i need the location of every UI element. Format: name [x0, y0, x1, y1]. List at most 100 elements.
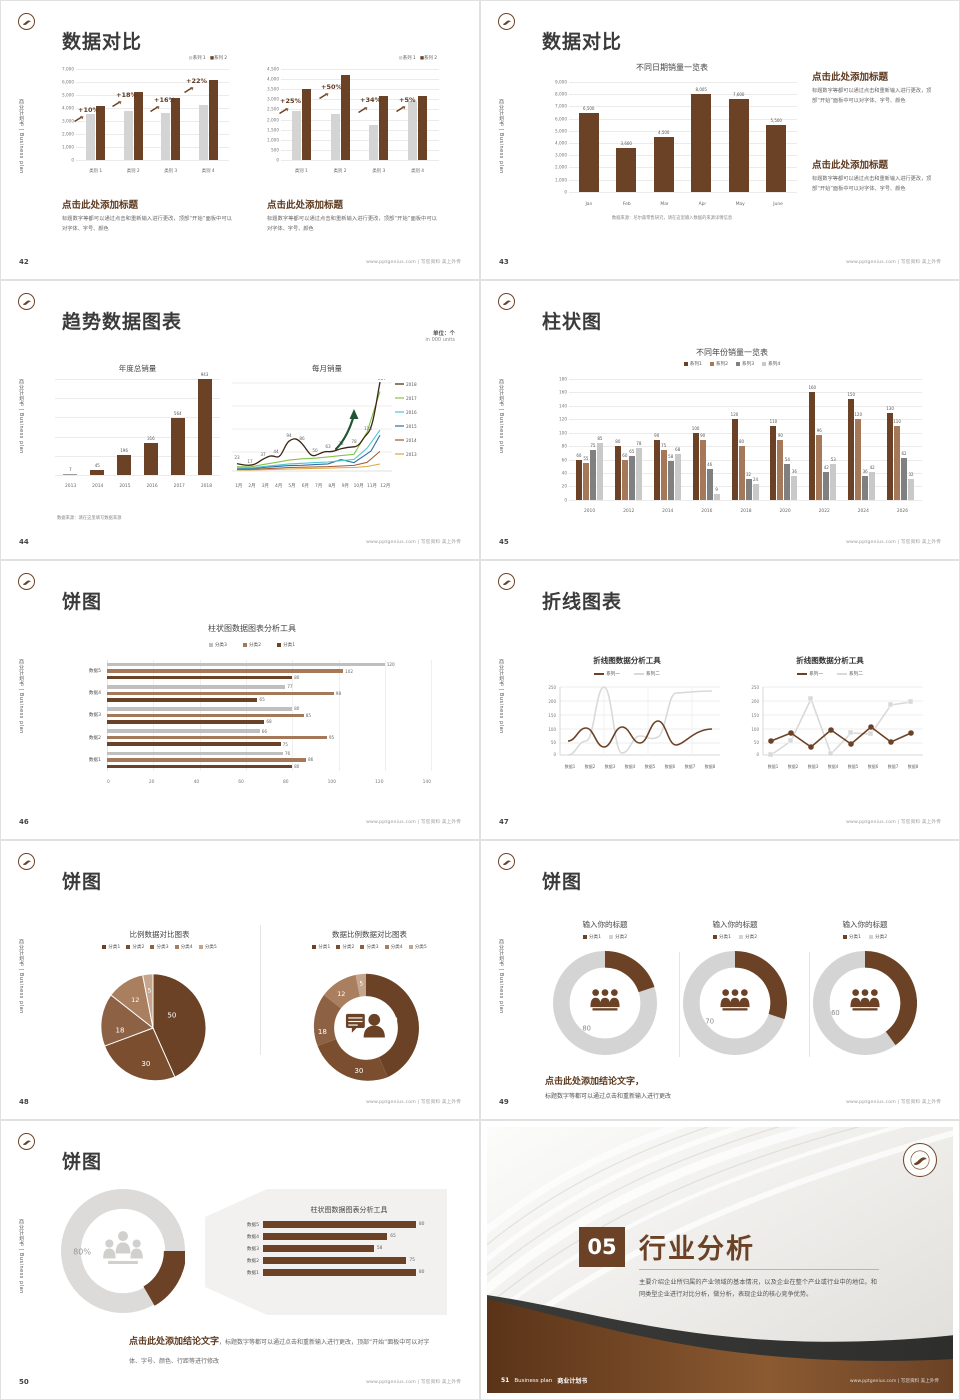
footer-text: www.pptgenius.com | 写您资料 美上外传 [846, 260, 941, 265]
bar-value-label: 77 [287, 684, 293, 690]
x-tick-label: 数据4 [624, 764, 636, 769]
annotation-pct: +50% [321, 82, 343, 91]
section-rule [639, 1269, 879, 1270]
footer-text: www.pptgenius.com | 写您资料 美上外传 [849, 1379, 939, 1384]
conclusion-body: ，标题数字等都可以通过点击和重新输入进行更改，顶部“开始”面板中可以对字体、字号… [129, 1339, 430, 1366]
brand-logo-icon [18, 1133, 35, 1150]
x-tick-label: 数据5 [847, 764, 859, 769]
legend-item-label: 分类3 [156, 945, 169, 950]
legend-item-label: 系列二 [849, 672, 863, 677]
svg-text:150: 150 [548, 713, 556, 718]
bar-value-label: 5,500 [770, 117, 782, 123]
legend-item-label: 系列 1 [402, 56, 416, 61]
chart-legend: 分类1 分类2 分类3 分类4 分类5 [287, 944, 452, 950]
x-tick-label: 40 [193, 780, 200, 785]
bar-value-label: 120 [386, 662, 395, 668]
donut-card: 输入你的标题 分类1 分类2 20 80 [545, 919, 665, 1055]
brand-logo-icon [18, 293, 35, 310]
y-tick-label: 数据5 [246, 1222, 259, 1228]
block-headline: 点击此处添加标题 [812, 72, 889, 83]
donut-card: 输入你的标题 分类1 分类2 40 60 [805, 919, 925, 1055]
annotation-pct: +18% [116, 90, 138, 99]
slide-42[interactable]: 商业计划书 | Business plan 数据对比 ■系列 1 ■系列 2 7… [0, 0, 480, 280]
x-tick-label: 12月 [380, 484, 391, 489]
bar-value-label: 110 [769, 419, 778, 425]
table-row: 数据3 58 [235, 1245, 435, 1252]
bar: 130 [886, 406, 894, 500]
donut-slice-label: 20% [143, 1251, 161, 1260]
footer-text: www.pptgenius.com | 写您资料 美上外传 [366, 540, 461, 545]
slide-43[interactable]: 商业计划书 | Business plan 数据对比 不同日期销量一览表 9,0… [480, 0, 960, 280]
page-number: 46 [19, 818, 29, 826]
bar-value-label: 58 [668, 454, 674, 460]
svg-text:86: 86 [299, 436, 305, 441]
bar-value-label: 130 [886, 405, 894, 411]
slide-48[interactable]: 商业计划书 | Business plan 饼图 比例数据对比图表 分类1 分类2… [0, 840, 480, 1120]
section-title: 行业分析 [639, 1234, 755, 1265]
slide-50[interactable]: 商业计划书 | Business plan 饼图 20% 80% 柱状图数据图表… [0, 1120, 480, 1400]
slide-49[interactable]: 商业计划书 | Business plan 饼图 输入你的标题 分类1 分类2 20 8… [480, 840, 960, 1120]
sidebar-vertical-label: 商业计划书 | Business plan [18, 659, 24, 734]
bar-value-label: 6,500 [583, 105, 595, 111]
bar: 80 [738, 439, 745, 500]
x-tick-label: 5月 [288, 484, 296, 489]
svg-text:80: 80 [582, 1024, 591, 1032]
legend-item-label: 分类1 [588, 935, 601, 940]
bar-value-label: 78 [636, 440, 642, 446]
footer-text: www.pptgenius.com | 写您资料 美上外传 [846, 540, 941, 545]
legend-item-label: 分类5 [204, 945, 217, 950]
slide-47[interactable]: 商业计划书 | Business plan 折线图表 折线图数据分析工具 系列一… [480, 560, 960, 840]
bar-value-label: 100 [691, 425, 700, 431]
page-number: 50 [19, 1378, 29, 1386]
legend-item-label: 分类1 [848, 935, 861, 940]
x-tick-label: 6月 [301, 484, 309, 489]
bar-value-label: 80 [294, 706, 300, 712]
x-tick-label: 数据1 [564, 764, 576, 769]
bar-value-label: 42 [869, 464, 875, 470]
bar-value-label: 80 [738, 439, 745, 445]
brand-logo-icon [18, 853, 35, 870]
table-row: 数据5 80 [235, 1221, 435, 1228]
legend-item-label: 分类2 [132, 945, 145, 950]
bar-value-label: 32 [908, 471, 914, 477]
x-tick-label: Mar [660, 202, 669, 207]
bar: 160 [808, 385, 816, 500]
slide-46[interactable]: 商业计划书 | Business plan 饼图 柱状图数据图表分析工具 分类3… [0, 560, 480, 840]
bar-group: 120 80 32 24 [726, 379, 765, 500]
legend-item-label: 系列3 [742, 362, 755, 367]
chart-legend: 分类3 分类2 分类1 [82, 642, 422, 648]
x-tick-label: 100 [327, 780, 337, 785]
sidebar-vertical-label: 商业计划书 | Business plan [18, 1219, 24, 1294]
vertical-divider [260, 925, 261, 1055]
bar-value-label: 75 [590, 442, 596, 448]
bar-value-label: 80 [615, 439, 621, 445]
svg-text:150: 150 [751, 713, 759, 718]
x-tick-label: 类别 4 [411, 169, 425, 174]
bar-value-label: 196 [120, 448, 128, 454]
bar [107, 720, 265, 724]
bar: 42 [823, 465, 830, 500]
brand-logo-icon [498, 853, 515, 870]
bar: 62 [901, 451, 908, 500]
annotation-pct: +22% [186, 77, 208, 86]
bar-value-label: 95 [328, 735, 335, 741]
page-title: 数据对比 [542, 31, 623, 53]
svg-text:200: 200 [548, 699, 556, 704]
svg-text:50: 50 [754, 740, 760, 745]
slide-51[interactable]: 05 行业分析 主要介绍企业所归属的产业领域的基本情况，以及企业在整个产业或行业… [480, 1120, 960, 1400]
x-tick-label: 2022 [818, 509, 830, 514]
svg-text:2016: 2016 [406, 410, 417, 415]
legend-item-label: 分类1 [108, 945, 121, 950]
bar [107, 691, 334, 696]
slide-45[interactable]: 商业计划书 | Business plan 柱状图 不同年份销量一览表 系列1 … [480, 280, 960, 560]
bar-value-label: 80 [294, 763, 300, 769]
slide-44[interactable]: 商业计划书 | Business plan 趋势数据图表 单位：个 in 000… [0, 280, 480, 560]
section-body: 主要介绍企业所归属的产业领域的基本情况，以及企业在整个产业或行业中的地位。和同类… [639, 1279, 877, 1299]
svg-text:0: 0 [553, 752, 556, 757]
bar [107, 707, 293, 711]
donut-rest-label: 80% [73, 1248, 91, 1257]
bar: 24 [752, 477, 759, 500]
bar [107, 742, 281, 746]
y-tick-label: 数据2 [88, 735, 101, 741]
chart-title: 折线图数据分析工具 [796, 656, 864, 665]
